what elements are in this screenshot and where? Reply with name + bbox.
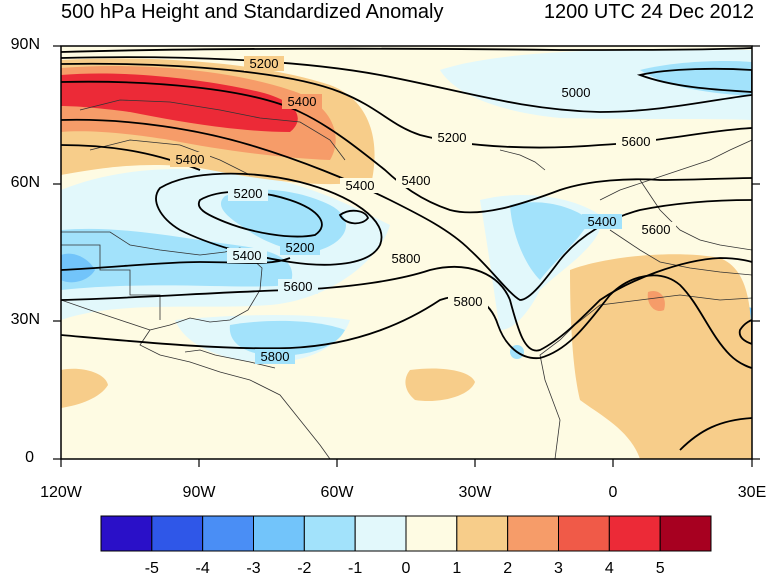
colorbar-label: -1: [348, 560, 363, 577]
lat-label: 0: [25, 449, 34, 466]
colorbar-label: 5: [655, 560, 665, 577]
lat-label: 90N: [10, 36, 40, 53]
colorbar-swatch: [558, 515, 610, 552]
colorbar-swatch: [405, 515, 458, 552]
colorbar-label: -3: [246, 560, 261, 577]
contour-label: 5200: [286, 240, 315, 255]
colorbar: [100, 515, 712, 552]
colorbar-swatch: [253, 515, 305, 552]
contour-label: 5400: [176, 152, 205, 167]
contour-label: 5200: [250, 56, 279, 71]
lon-label: 30W: [458, 484, 492, 501]
lon-label: 120W: [40, 484, 82, 501]
lat-label: 30N: [10, 311, 40, 328]
contour-label: 5600: [622, 134, 651, 149]
colorbar-label: 0: [401, 560, 411, 577]
contour-label: 5200: [438, 130, 467, 145]
colorbar-label: 1: [452, 560, 462, 577]
contour-label-group: 5200 5400 5200 5400 5400 5200 5400 5400 …: [170, 56, 676, 364]
colorbar-swatch: [354, 515, 407, 552]
plot-frame: [53, 45, 760, 467]
contour-label: 5800: [454, 294, 483, 309]
contour-label: 5400: [288, 94, 317, 109]
contour-label: 5600: [284, 279, 313, 294]
contour-label: 5600: [642, 222, 671, 237]
colorbar-swatch: [303, 515, 356, 552]
height-contours: [61, 47, 752, 451]
contour-label: 5400: [233, 248, 262, 263]
lon-label: 30E: [737, 484, 767, 501]
colorbar-label: 4: [604, 560, 614, 577]
contour-label: 5800: [261, 349, 290, 364]
contour-label: 5400: [402, 173, 431, 188]
colorbar-swatch: [659, 515, 712, 552]
colorbar-label: 3: [554, 560, 563, 577]
colorbar-label: -5: [144, 560, 159, 577]
contour-label: 5400: [588, 214, 617, 229]
colorbar-label: 2: [503, 560, 513, 577]
contour-label: 5400: [346, 178, 375, 193]
lon-label: 60W: [320, 484, 354, 501]
contour-label: 5200: [234, 186, 263, 201]
lon-label: 90W: [182, 484, 216, 501]
lon-label: 0: [608, 484, 618, 501]
colorbar-swatch: [100, 515, 153, 552]
valid-time: 1200 UTC 24 Dec 2012: [543, 1, 754, 23]
lat-label: 60N: [10, 174, 40, 191]
coastlines: [61, 99, 752, 459]
colorbar-swatch: [202, 515, 255, 552]
colorbar-label: -4: [195, 560, 210, 577]
contour-label: 5000: [562, 85, 591, 100]
map-title: 500 hPa Height and Standardized Anomaly: [61, 1, 444, 23]
colorbar-swatch: [608, 515, 661, 552]
colorbar-swatch: [507, 515, 559, 552]
colorbar-swatch: [456, 515, 509, 552]
contour-label: 5800: [392, 251, 421, 266]
colorbar-label: -2: [297, 560, 312, 577]
colorbar-swatch: [151, 515, 204, 552]
